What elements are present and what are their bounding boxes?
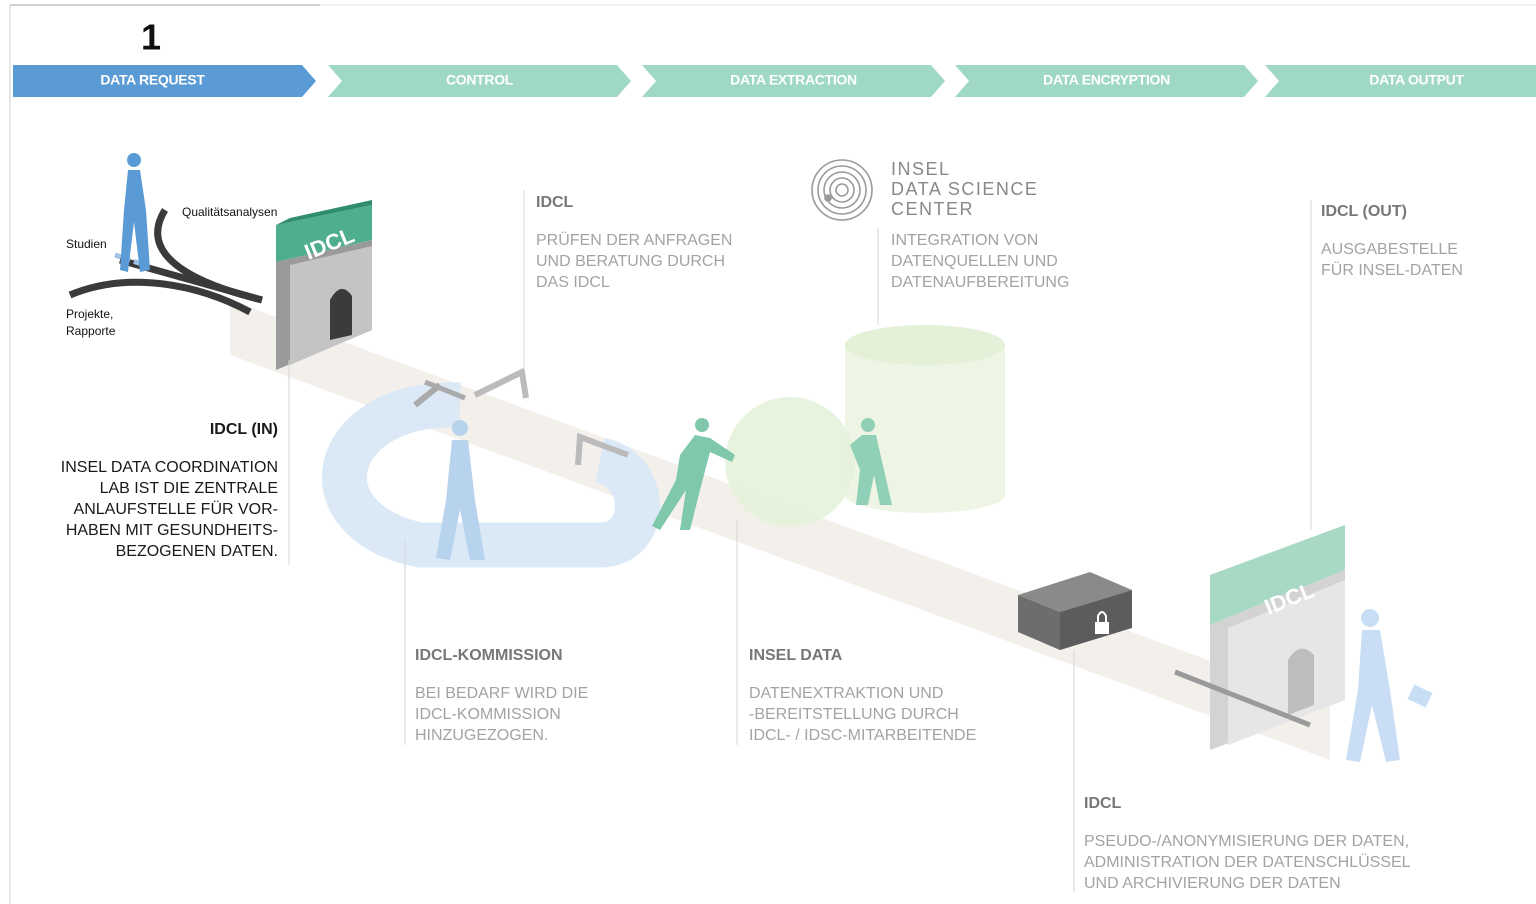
block-heading: IDCL bbox=[1084, 795, 1122, 812]
block-line: DATENQUELLEN UND bbox=[891, 253, 1058, 270]
step-label: DATA EXTRACTION bbox=[730, 72, 857, 88]
logo-text: DATA SCIENCE bbox=[891, 179, 1038, 199]
person-requester bbox=[120, 153, 150, 272]
block-heading: IDCL bbox=[536, 194, 574, 211]
block-heading: INSEL DATA bbox=[749, 647, 843, 664]
block-line: ANLAUFSTELLE FÜR VOR- bbox=[74, 500, 278, 518]
block-line: IDCL- / IDSC-MITARBEITENDE bbox=[749, 727, 976, 744]
block-line: LAB IST DIE ZENTRALE bbox=[100, 480, 278, 497]
info-block: INTEGRATION VON DATENQUELLEN UND DATENAUFB… bbox=[878, 228, 1069, 325]
source-label: Projekte, bbox=[66, 307, 113, 321]
step-label: CONTROL bbox=[446, 72, 514, 88]
block-line: PSEUDO-/ANONYMISIERUNG DER DATEN, bbox=[1084, 833, 1409, 850]
block-line: BEI BEDARF WIRD DIE bbox=[415, 685, 588, 702]
step-label: DATA REQUEST bbox=[100, 72, 205, 88]
logo-text: INSEL bbox=[891, 159, 951, 179]
step-label: DATA ENCRYPTION bbox=[1043, 72, 1170, 88]
block-line: INTEGRATION VON bbox=[891, 232, 1038, 249]
block-line: INSEL DATA COORDINATION bbox=[61, 459, 278, 476]
block-line: HINZUGEZOGEN. bbox=[415, 727, 548, 744]
block-line: UND ARCHIVIERUNG DER DATEN bbox=[1084, 875, 1341, 892]
block-line: DAS IDCL bbox=[536, 274, 610, 291]
info-block: IDCL (OUT) AUSGABESTELLE FÜR INSEL-DATEN bbox=[1311, 200, 1463, 530]
process-diagram: 1 DATA REQUEST CONTROL DATA EXTRACTION DATA … bbox=[0, 0, 1536, 904]
info-block: IDCL PRÜFEN DER ANFRAGEN UND BERATUNG DURC… bbox=[524, 190, 732, 370]
block-line: AUSGABESTELLE bbox=[1321, 241, 1458, 258]
step-number: 1 bbox=[141, 17, 161, 58]
source-label: Qualitätsanalysen bbox=[182, 205, 277, 219]
source-label: Rapporte bbox=[66, 324, 116, 338]
block-line: DATENEXTRAKTION UND bbox=[749, 685, 943, 702]
info-block: IDCL-KOMMISSION BEI BEDARF WIRD DIE IDCL-K… bbox=[405, 540, 588, 745]
info-block: IDCL (IN) INSEL DATA COORDINATION LAB IST … bbox=[61, 360, 289, 565]
logo-mark bbox=[812, 160, 872, 220]
block-heading: IDCL (IN) bbox=[210, 421, 278, 438]
block-line: UND BERATUNG DURCH bbox=[536, 253, 725, 270]
block-line: ADMINISTRATION DER DATENSCHLÜSSEL bbox=[1084, 853, 1411, 871]
pipe bbox=[475, 372, 526, 398]
logo-text: CENTER bbox=[891, 199, 974, 219]
data-sphere bbox=[725, 397, 855, 527]
step-label: DATA OUTPUT bbox=[1369, 72, 1464, 88]
block-line: PRÜFEN DER ANFRAGEN bbox=[536, 231, 732, 249]
block-line: DATENAUFBEREITUNG bbox=[891, 274, 1069, 291]
block-line: FÜR INSEL-DATEN bbox=[1321, 261, 1463, 279]
gate-in bbox=[276, 200, 372, 370]
block-heading: IDCL-KOMMISSION bbox=[415, 647, 563, 664]
source-label: Studien bbox=[66, 237, 107, 251]
block-line: -BEREITSTELLUNG DURCH bbox=[749, 706, 959, 723]
person-receiver bbox=[1346, 609, 1432, 762]
block-heading: IDCL (OUT) bbox=[1321, 203, 1407, 220]
block-line: BEZOGENEN DATEN. bbox=[116, 543, 278, 560]
block-line: IDCL-KOMMISSION bbox=[415, 706, 561, 723]
incoming-arrows bbox=[70, 210, 262, 312]
block-line: HABEN MIT GESUNDHEITS- bbox=[66, 522, 278, 539]
